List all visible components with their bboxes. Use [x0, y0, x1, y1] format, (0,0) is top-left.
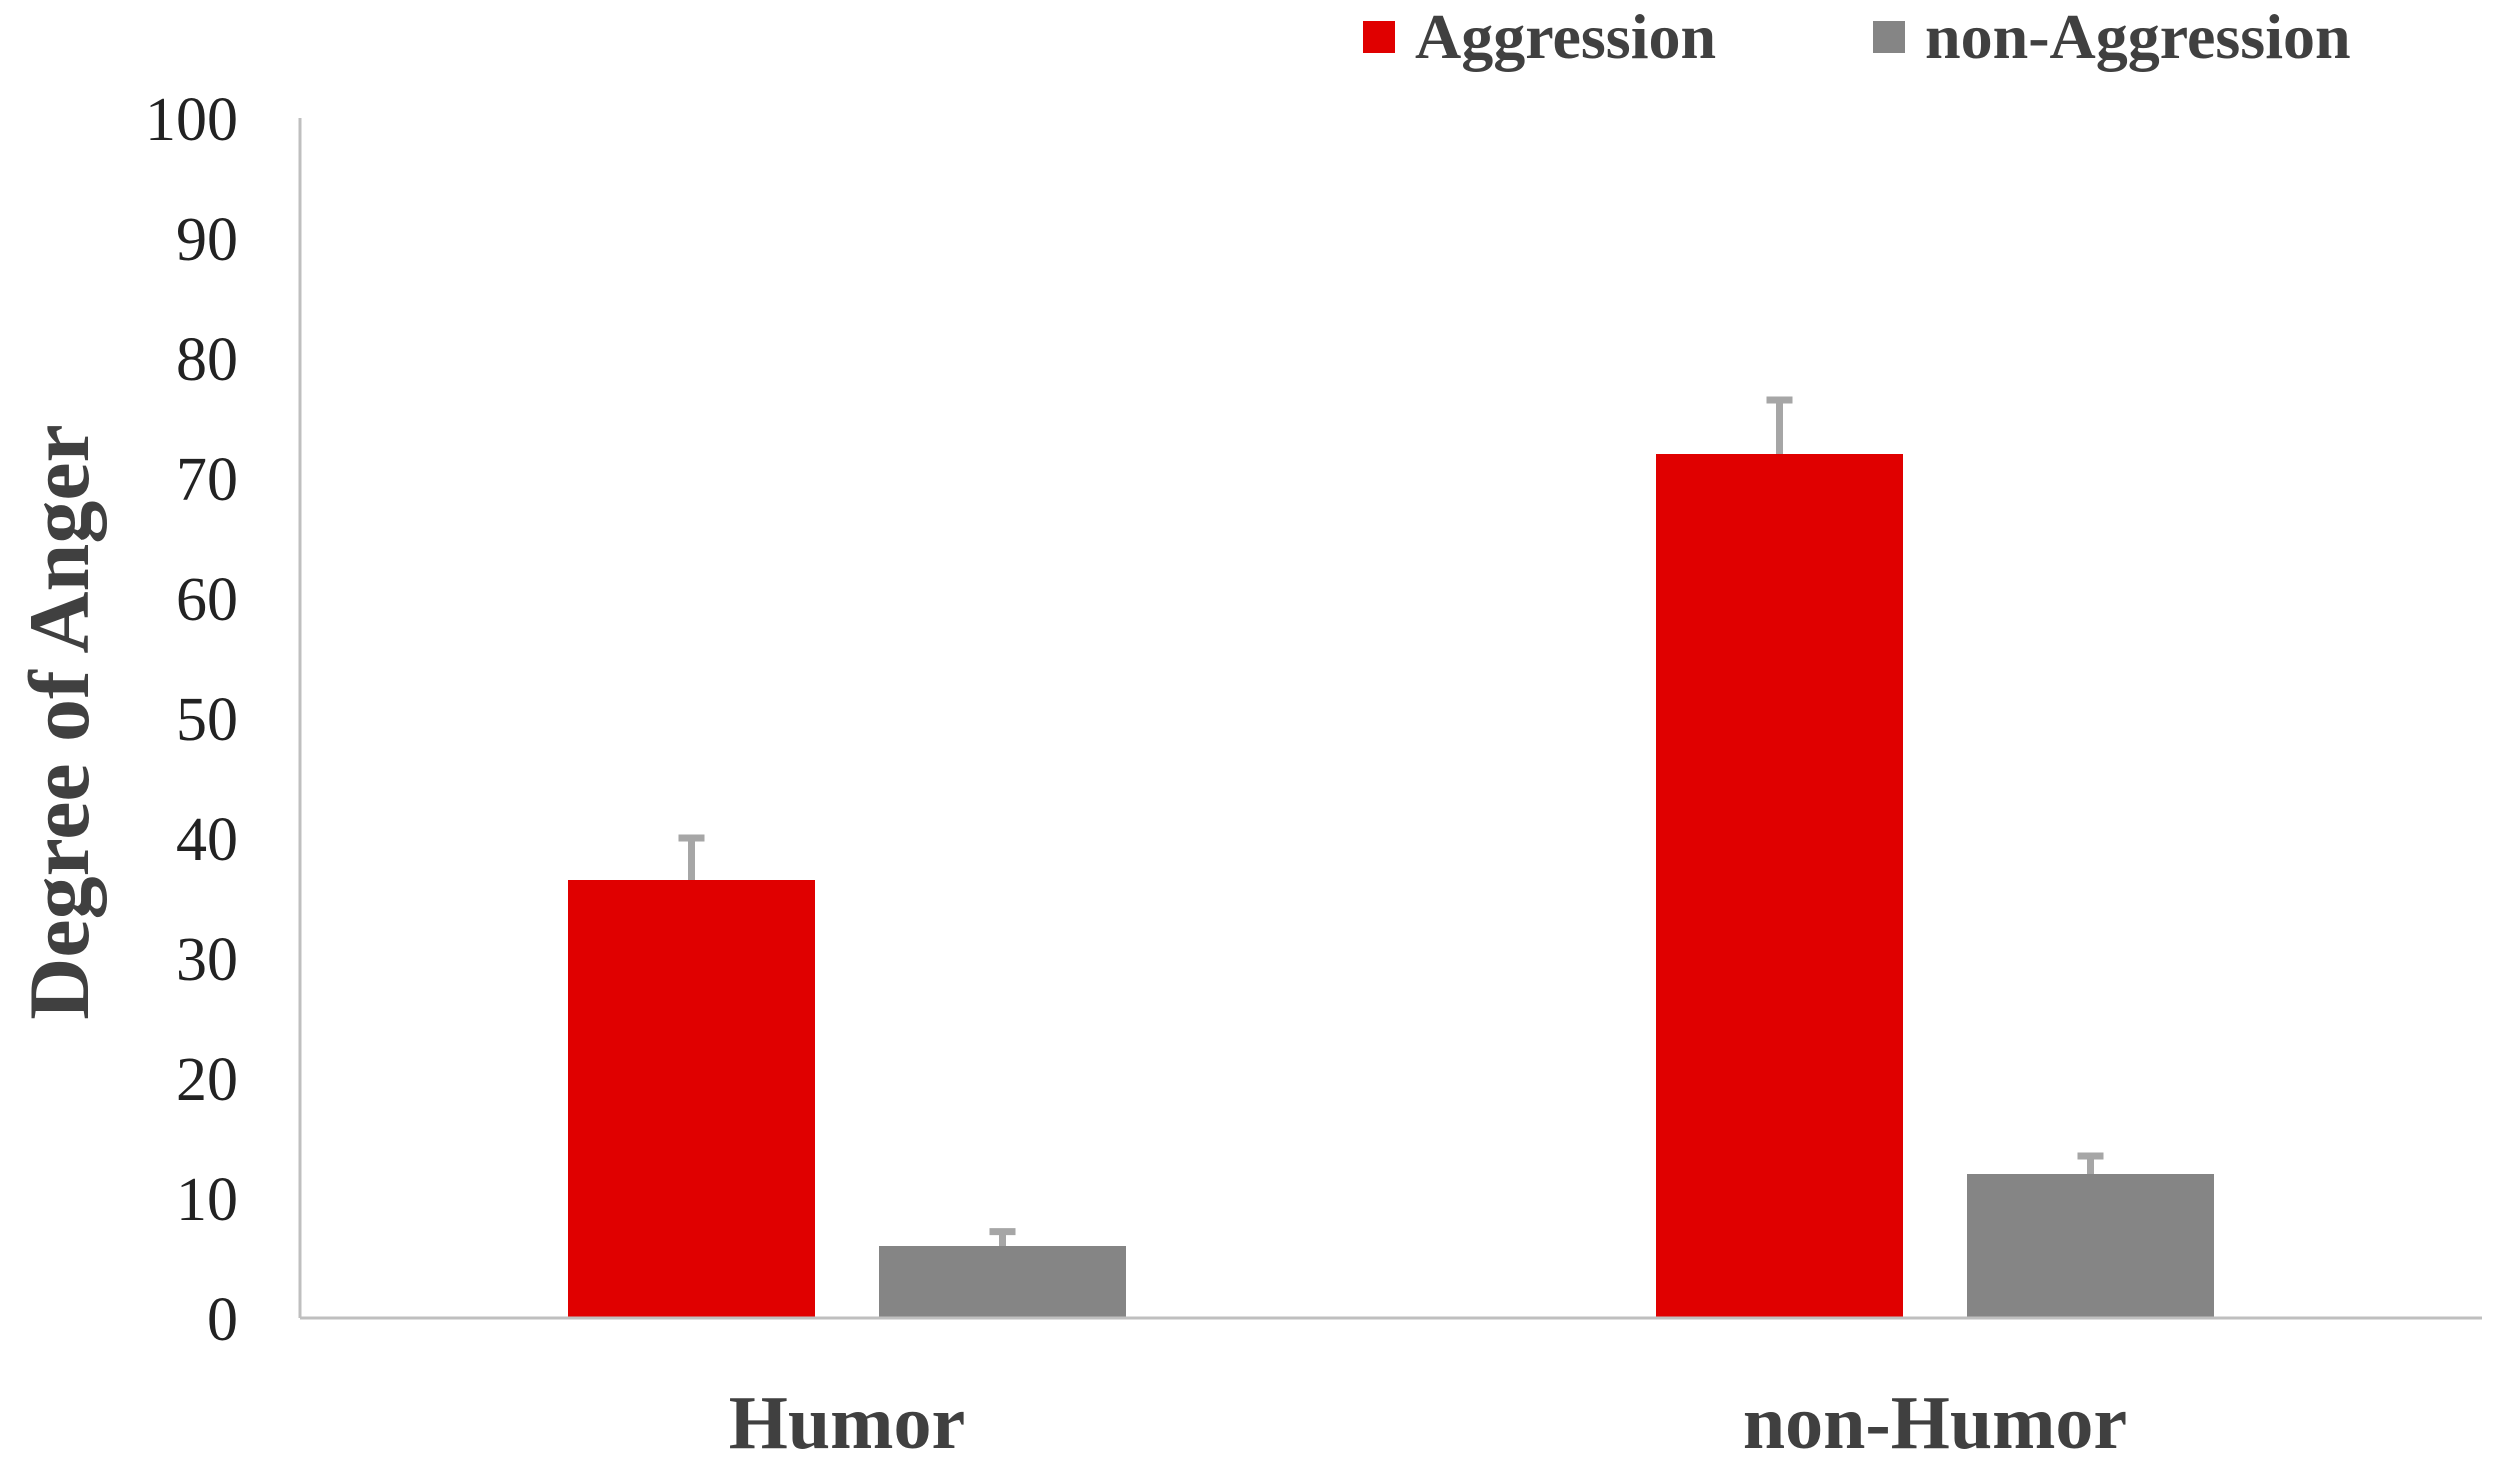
legend-item-non-aggression: non-Aggression: [1873, 1, 2351, 72]
x-axis-labels: Humor non-Humor: [729, 1381, 2127, 1465]
y-tick-label-30: 30: [176, 926, 238, 994]
y-tick-label-100: 100: [145, 86, 238, 154]
y-axis-ticks: 0 10 20 30 40 50 60 70 80 90 100: [145, 86, 238, 1354]
bar-aggression-non-humor: [1656, 454, 1903, 1318]
legend-label: Aggression: [1415, 1, 1716, 72]
error-bar-aggression-non-humor: [1766, 396, 1793, 454]
axes: [298, 118, 2482, 1320]
x-category-label-non-humor: non-Humor: [1743, 1381, 2127, 1465]
bar-non-aggression-non-humor: [1967, 1174, 2214, 1318]
y-tick-label-50: 50: [176, 686, 238, 754]
bar-non-aggression-humor: [879, 1246, 1126, 1318]
y-tick-label-40: 40: [176, 806, 238, 874]
legend-item-aggression: Aggression: [1363, 1, 1716, 72]
legend-label: non-Aggression: [1925, 1, 2351, 72]
bar-aggression-humor: [568, 880, 815, 1318]
y-tick-label-60: 60: [176, 566, 238, 634]
y-tick-label-70: 70: [176, 446, 238, 514]
legend-swatch: [1873, 21, 1905, 53]
y-axis-title: Degree of Anger: [11, 424, 107, 1019]
x-category-label-humor: Humor: [729, 1381, 965, 1465]
error-bar-aggression-humor: [678, 834, 705, 880]
y-tick-label-20: 20: [176, 1046, 238, 1114]
legend: Aggression non-Aggression: [1363, 1, 2351, 72]
error-bar-non-aggression-humor: [989, 1228, 1016, 1246]
y-tick-label-0: 0: [207, 1286, 238, 1354]
error-bar-non-aggression-non-humor: [2077, 1152, 2104, 1174]
y-tick-label-10: 10: [176, 1166, 238, 1234]
y-tick-label-90: 90: [176, 206, 238, 274]
y-tick-label-80: 80: [176, 326, 238, 394]
legend-swatch: [1363, 21, 1395, 53]
bars: [568, 396, 2214, 1318]
